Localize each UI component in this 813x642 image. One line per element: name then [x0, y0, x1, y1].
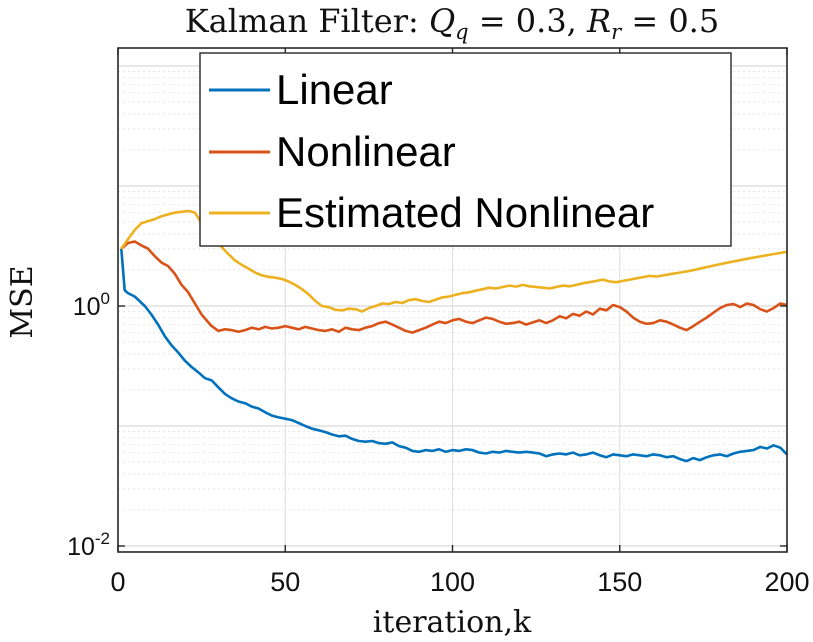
- legend-box: [199, 52, 732, 247]
- legend-label-nonlinear: Nonlinear: [276, 128, 456, 175]
- legend: Linear Nonlinear Estimated Nonlinear: [199, 52, 732, 247]
- y-tick-label-base: 10: [73, 293, 101, 321]
- x-axis-label: iteration,k: [373, 605, 532, 640]
- y-tick-label: 10-2: [67, 529, 110, 561]
- title-r-eq: = 0.5: [621, 2, 719, 40]
- chart-title: Kalman Filter: Qq = 0.3, Rr = 0.5: [185, 2, 719, 44]
- y-tick-label: 100: [73, 289, 110, 321]
- legend-label-estimated-nonlinear: Estimated Nonlinear: [276, 189, 654, 236]
- title-q-eq: = 0.3,: [469, 2, 587, 40]
- title-q-symbol: Q: [429, 2, 455, 40]
- y-tick-label-exponent: -2: [95, 529, 110, 548]
- x-tick-label: 0: [110, 567, 125, 597]
- legend-label-linear: Linear: [276, 66, 393, 113]
- y-tick-label-exponent: 0: [101, 289, 110, 308]
- x-tick-label: 200: [764, 567, 809, 597]
- title-q-sub: q: [455, 20, 468, 44]
- title-r-symbol: R: [586, 2, 611, 40]
- y-axis-label: MSE: [5, 265, 40, 338]
- x-tick-label: 100: [430, 567, 475, 597]
- x-tick-label: 150: [597, 567, 642, 597]
- series-lines: [120, 209, 788, 463]
- x-tick-label: 50: [270, 567, 300, 597]
- title-prefix: Kalman Filter:: [185, 2, 429, 40]
- title-r-sub: r: [611, 20, 623, 44]
- y-tick-label-base: 10: [67, 533, 95, 561]
- series-line-linear: [120, 248, 788, 463]
- series-line-estimated-nonlinear: [120, 209, 788, 313]
- series-line-nonlinear: [120, 240, 788, 334]
